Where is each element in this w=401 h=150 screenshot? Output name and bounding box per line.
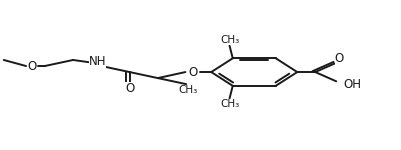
Text: O: O <box>125 82 134 95</box>
Text: O: O <box>335 52 344 65</box>
Text: OH: OH <box>343 78 361 91</box>
Text: CH₃: CH₃ <box>178 85 198 95</box>
Text: O: O <box>189 66 198 79</box>
Text: O: O <box>27 60 36 72</box>
Text: NH: NH <box>89 55 106 68</box>
Text: CH₃: CH₃ <box>220 99 239 109</box>
Text: CH₃: CH₃ <box>220 35 239 45</box>
